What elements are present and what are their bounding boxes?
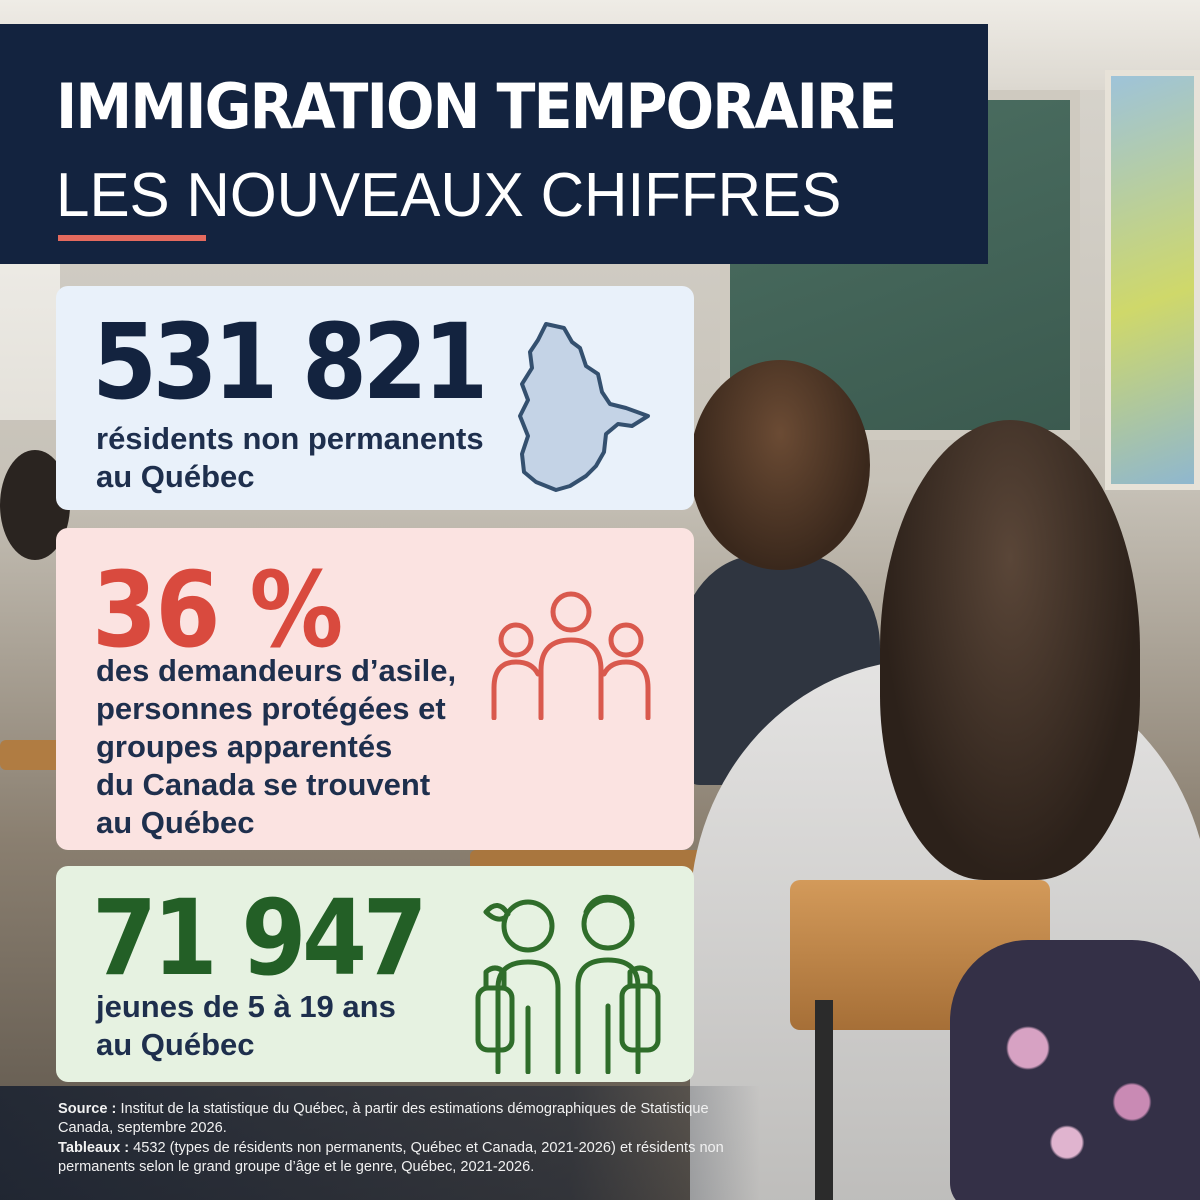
students-with-backpacks-icon xyxy=(475,894,661,1074)
tables-text: 4532 (types de résidents non permanents,… xyxy=(58,1140,724,1175)
stat-value: 71 947 xyxy=(92,877,428,999)
stat-description-line: groupes apparentés xyxy=(96,729,393,764)
stat-card-asylum-seekers: 36 % des demandeurs d’asile, personnes p… xyxy=(56,528,694,850)
page-title: IMMIGRATION TEMPORAIRE xyxy=(56,70,897,143)
stat-description-line: résidents non permanents xyxy=(96,421,484,456)
source-text: Institut de la statistique du Québec, à … xyxy=(58,1101,709,1136)
header-banner: IMMIGRATION TEMPORAIRE LES NOUVEAUX CHIF… xyxy=(0,24,988,264)
tables-note: Tableaux : 4532 (types de résidents non … xyxy=(58,1139,738,1177)
page-subtitle: LES NOUVEAUX CHIFFRES xyxy=(56,161,842,230)
stat-value: 36 % xyxy=(92,549,343,671)
source-note: Source : Institut de la statistique du Q… xyxy=(58,1100,738,1138)
stat-description-line: jeunes de 5 à 19 ans xyxy=(96,989,396,1024)
stat-description-line: des demandeurs d’asile, xyxy=(96,653,457,688)
stat-description-line: au Québec xyxy=(96,459,255,494)
stat-card-youth: 71 947 jeunes de 5 à 19 ans au Québec xyxy=(56,866,694,1082)
stat-description-line: au Québec xyxy=(96,805,255,840)
quebec-map-icon xyxy=(518,322,650,492)
group-of-people-icon xyxy=(491,591,651,720)
accent-divider xyxy=(58,235,206,241)
tables-label: Tableaux : xyxy=(58,1140,130,1156)
stat-value: 531 821 xyxy=(92,301,488,423)
source-label: Source : xyxy=(58,1101,117,1117)
stat-description-line: au Québec xyxy=(96,1027,255,1062)
stat-description-line: du Canada se trouvent xyxy=(96,767,431,802)
source-footer: Source : Institut de la statistique du Q… xyxy=(0,1086,760,1200)
stat-description-line: personnes protégées et xyxy=(96,691,446,726)
stat-card-non-permanent-residents: 531 821 résidents non permanents au Québ… xyxy=(56,286,694,510)
